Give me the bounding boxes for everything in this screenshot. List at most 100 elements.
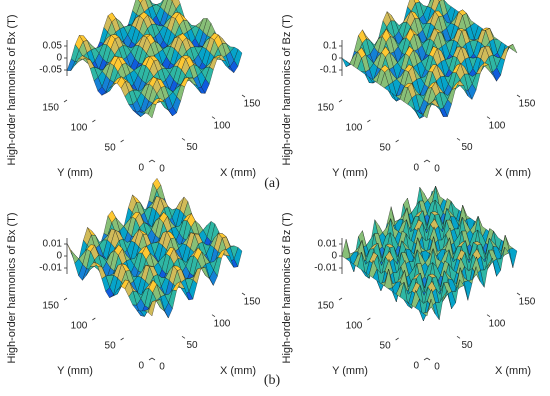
- x-tick: [181, 336, 186, 339]
- x-tick-label: 150: [519, 297, 536, 308]
- x-tick: [151, 357, 156, 361]
- z-axis-label: High-order harmonics of Bx (T): [6, 15, 18, 166]
- z-tick-label: 0: [331, 251, 337, 262]
- y-tick-label: 50: [105, 341, 117, 352]
- z-tick-label: -0.05: [39, 65, 62, 76]
- y-tick: [63, 99, 68, 103]
- y-axis-label: Y (mm): [57, 167, 93, 179]
- y-tick: [423, 159, 428, 163]
- y-tick: [120, 337, 124, 341]
- surface-patch: [138, 0, 143, 4]
- x-axis-label: X (mm): [495, 365, 531, 377]
- z-tick-label: 0.1: [323, 41, 337, 52]
- surface-patch: [147, 300, 157, 317]
- y-tick: [395, 337, 399, 341]
- x-tick-label: 50: [186, 340, 198, 351]
- x-axis-label: X (mm): [495, 167, 531, 179]
- x-axis-label: X (mm): [220, 167, 256, 179]
- y-axis-label: Y (mm): [332, 167, 368, 179]
- x-tick: [151, 159, 156, 163]
- surface-patch: [422, 299, 432, 317]
- surface-patch: [147, 103, 157, 119]
- y-tick: [395, 139, 399, 143]
- z-tick-label: 0: [56, 53, 62, 64]
- z-tick-label: 0.01: [43, 239, 63, 250]
- x-tick: [456, 138, 461, 141]
- y-tick: [367, 119, 371, 123]
- x-tick-label: 0: [159, 362, 165, 373]
- surface-patch: [66, 243, 76, 256]
- y-axis-label: Y (mm): [332, 365, 368, 377]
- y-tick-label: 50: [380, 143, 392, 154]
- x-tick-label: 0: [434, 362, 440, 373]
- x-tick-label: 100: [214, 318, 231, 329]
- x-tick: [516, 292, 521, 296]
- z-tick-label: 0.01: [318, 239, 338, 250]
- y-tick: [338, 99, 343, 103]
- z-tick-label: -0.01: [314, 263, 337, 274]
- x-axis-label: X (mm): [220, 365, 256, 377]
- x-tick: [211, 314, 216, 317]
- y-tick: [148, 357, 153, 361]
- z-axis-label: High-order harmonics of Bx (T): [6, 213, 18, 364]
- surface: [66, 0, 243, 119]
- x-tick-label: 50: [461, 142, 473, 153]
- x-tick: [516, 94, 521, 98]
- y-tick-label: 100: [346, 123, 363, 134]
- z-axis-label: High-order harmonics of Bz (T): [281, 213, 293, 364]
- x-tick: [456, 336, 461, 339]
- y-tick: [92, 119, 96, 123]
- z-tick-label: 0: [56, 251, 62, 262]
- x-tick-label: 100: [489, 318, 506, 329]
- y-axis-label: Y (mm): [57, 365, 93, 377]
- y-tick-label: 100: [71, 123, 88, 134]
- y-tick-label: 50: [105, 143, 117, 154]
- surface: [341, 0, 518, 119]
- z-axis-label: High-order harmonics of Bz (T): [281, 15, 293, 166]
- y-tick: [92, 317, 96, 321]
- y-tick-label: 150: [42, 103, 59, 114]
- x-tick: [211, 116, 216, 119]
- surface: [341, 185, 518, 322]
- x-tick-label: 150: [519, 99, 536, 110]
- x-tick-label: 150: [244, 99, 261, 110]
- x-tick-label: 150: [244, 297, 261, 308]
- caption: (a): [264, 176, 280, 191]
- x-tick-label: 100: [214, 120, 231, 131]
- x-tick-label: 100: [489, 120, 506, 131]
- y-tick: [423, 357, 428, 361]
- y-tick-label: 50: [380, 341, 392, 352]
- y-tick-label: 150: [317, 103, 334, 114]
- x-tick: [426, 159, 431, 163]
- z-tick-label: 0.05: [43, 41, 63, 52]
- y-tick-label: 100: [71, 321, 88, 332]
- x-tick-label: 50: [186, 142, 198, 153]
- x-tick: [426, 357, 431, 361]
- x-tick: [486, 116, 491, 119]
- caption: (b): [264, 373, 281, 388]
- y-tick: [367, 317, 371, 321]
- surface-patch: [422, 102, 432, 119]
- y-tick: [338, 297, 343, 301]
- x-tick: [241, 94, 246, 98]
- y-tick: [63, 297, 68, 301]
- surface: [66, 178, 243, 319]
- x-tick: [241, 292, 246, 296]
- x-tick: [181, 138, 186, 141]
- y-tick-label: 0: [138, 361, 144, 372]
- y-tick-label: 150: [42, 301, 59, 312]
- y-tick: [120, 139, 124, 143]
- y-tick: [148, 159, 153, 163]
- x-tick-label: 0: [434, 164, 440, 175]
- x-tick-label: 0: [159, 164, 165, 175]
- y-tick-label: 0: [413, 361, 419, 372]
- z-tick-label: 0: [331, 53, 337, 64]
- z-tick-label: -0.01: [39, 263, 62, 274]
- x-tick: [486, 314, 491, 317]
- x-tick-label: 50: [461, 340, 473, 351]
- y-tick-label: 0: [138, 163, 144, 174]
